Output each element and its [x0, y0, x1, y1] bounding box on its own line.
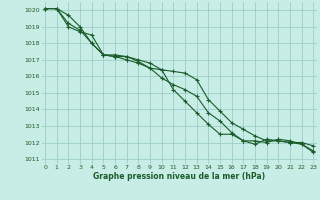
X-axis label: Graphe pression niveau de la mer (hPa): Graphe pression niveau de la mer (hPa): [93, 172, 265, 181]
